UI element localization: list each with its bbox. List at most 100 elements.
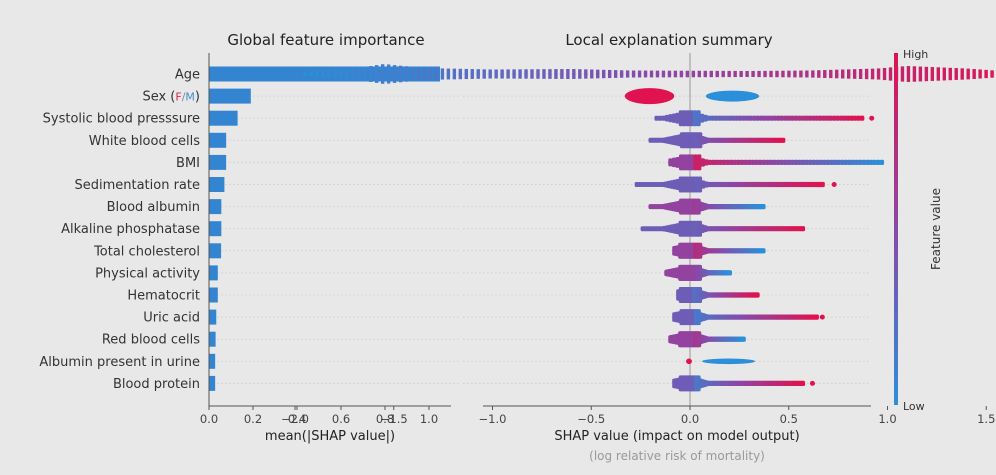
swarm-segment: [434, 68, 439, 80]
colorbar-low-label: Low: [903, 400, 925, 413]
swarm-segment: [804, 115, 809, 121]
swarm-segment: [380, 64, 385, 84]
swarm-age: [303, 64, 994, 84]
swarm-albumin-present-in-urine: [686, 358, 756, 365]
left-tick-label: 0.2: [244, 412, 262, 426]
swarm-segment: [602, 69, 606, 79]
right-tick-label: −0.5: [577, 412, 605, 426]
swarm-segment: [737, 115, 743, 121]
swarm-segment: [649, 70, 654, 78]
swarm-segment: [847, 159, 852, 165]
swarm-segment: [689, 110, 694, 127]
swarm-segment: [727, 70, 731, 78]
swarm-segment: [739, 159, 745, 165]
swarm-segment: [817, 70, 821, 78]
swarm-segment: [542, 69, 546, 79]
swarm-segment: [733, 70, 737, 78]
swarm-segment: [470, 69, 474, 79]
swarm-segment: [858, 159, 863, 165]
swarm-sex: [624, 88, 760, 105]
swarm-segment: [671, 157, 677, 168]
swarm-segment: [762, 115, 767, 121]
swarm-segment: [724, 115, 729, 121]
right-tick-label: 1.0: [878, 412, 896, 426]
swarm-segment: [960, 68, 964, 80]
swarm-segment: [814, 115, 820, 121]
swarm-segment: [607, 69, 612, 79]
swarm-segment: [700, 158, 705, 167]
swarm-segment: [696, 154, 702, 171]
feature-label: Albumin present in urine: [39, 355, 200, 370]
swarm-segment: [807, 159, 813, 165]
swarm-segment: [775, 159, 781, 165]
swarm-segment: [643, 70, 648, 78]
outlier-point: [869, 115, 875, 121]
swarm-alkaline-phosphatase: [640, 220, 806, 237]
swarm-segment: [727, 115, 733, 121]
swarm-segment: [984, 69, 988, 79]
left-tick-label: 0.6: [332, 412, 350, 426]
swarm-segment: [822, 159, 827, 165]
swarm-segment: [865, 159, 870, 165]
swarm-segment: [761, 248, 766, 254]
swarm-segment: [494, 69, 498, 79]
swarm-segment: [954, 68, 958, 80]
swarm-segment: [512, 69, 516, 79]
swarm-segment: [769, 70, 773, 78]
swarm-segment: [804, 159, 809, 165]
swarm-segment: [721, 70, 725, 78]
swarm-segment: [783, 115, 788, 121]
swarm-segment: [709, 70, 713, 78]
swarm-segment: [843, 159, 849, 165]
left-tick-label: 0.0: [200, 412, 218, 426]
swarm-segment: [823, 70, 827, 78]
swarm-male-cluster: [701, 358, 756, 365]
swarm-segment: [339, 69, 343, 79]
outlier-point: [831, 182, 837, 187]
swarm-segment: [751, 70, 755, 78]
feature-label: Alkaline phosphatase: [61, 222, 200, 237]
swarm-segment: [452, 68, 457, 80]
swarm-segment: [879, 159, 885, 165]
swarm-segment: [488, 69, 492, 79]
swarm-segment: [829, 159, 834, 165]
swarm-segment: [560, 69, 564, 79]
swarm-segment: [590, 69, 594, 79]
swarm-segment: [673, 70, 678, 78]
swarm-segment: [584, 69, 588, 79]
swarm-segment: [692, 110, 698, 127]
swarm-segment: [727, 270, 732, 276]
swarm-segment: [821, 115, 827, 121]
swarm-segment: [757, 70, 761, 78]
swarm-segment: [721, 159, 727, 165]
swarm-segment: [745, 70, 749, 78]
swarm-segment: [357, 67, 361, 81]
feature-label: Sedimentation rate: [74, 178, 200, 193]
swarm-segment: [345, 69, 349, 79]
bar-physical-activity: [209, 265, 218, 281]
swarm-segment: [868, 159, 874, 165]
swarm-segment: [744, 115, 750, 121]
swarm-segment: [731, 115, 736, 121]
swarm-segment: [739, 70, 743, 78]
swarm-segment: [710, 115, 715, 121]
swarm-segment: [924, 66, 929, 82]
swarm-segment: [942, 67, 946, 81]
bar-bmi: [209, 154, 227, 170]
feature-label: White blood cells: [89, 134, 200, 149]
swarm-white-blood-cells: [648, 132, 786, 149]
swarm-physical-activity: [664, 264, 732, 281]
swarm-segment: [751, 115, 757, 121]
swarm-segment: [696, 110, 701, 127]
swarm-segment: [858, 68, 863, 80]
swarm-segment: [948, 67, 952, 81]
swarm-segment: [864, 68, 869, 80]
swarm-segment: [675, 156, 680, 168]
swarm-segment: [846, 69, 851, 79]
swarm-segment: [440, 68, 445, 80]
swarm-segment: [715, 70, 719, 78]
swarm-segment: [769, 115, 774, 121]
swarm-bmi: [668, 154, 885, 171]
swarm-segment: [761, 204, 766, 210]
swarm-segment: [763, 70, 767, 78]
